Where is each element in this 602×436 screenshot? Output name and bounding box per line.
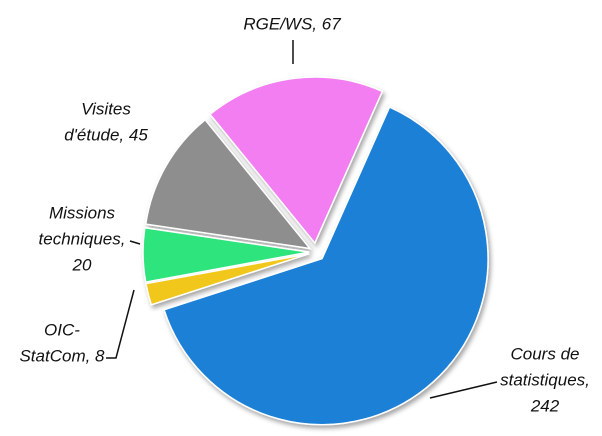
slice-label: Cours de [511,344,580,363]
leader-line [129,240,141,245]
leader-line [106,289,135,359]
slice-label: OIC- [44,320,80,339]
slice-label: 242 [530,396,560,415]
pie-slice [163,106,489,426]
pie-slice [142,226,310,283]
slice-label: RGE/WS, 67 [243,14,341,33]
slice-label: Missions [49,203,116,222]
slice-label: Visites [81,99,131,118]
pie-slice [208,76,384,245]
pie-slice [144,118,312,250]
slice-label: d'étude, 45 [64,125,148,144]
slice-label: StatCom, 8 [19,346,105,365]
slice-label: statistiques, [500,370,590,389]
leader-line [429,381,498,399]
pie [142,76,489,426]
pie-slice [145,252,310,306]
leader-lines [106,40,498,399]
slice-label: techniques, [39,229,126,248]
slice-label: 20 [72,255,92,274]
